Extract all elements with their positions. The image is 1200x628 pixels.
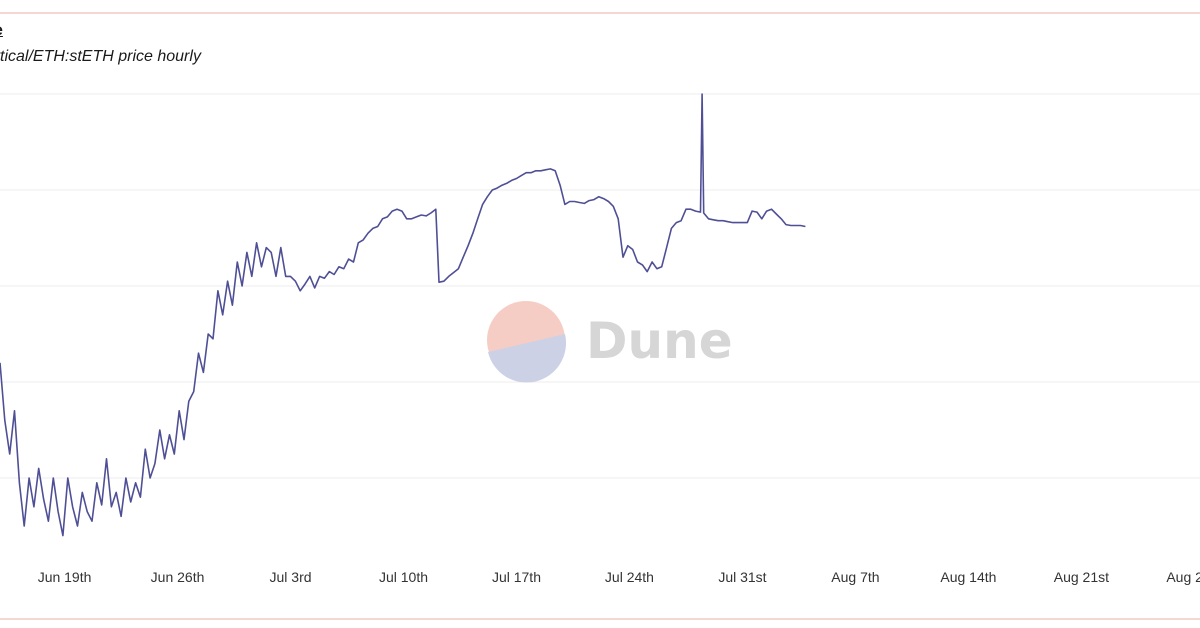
x-axis-ticks: Jun 19th Jun 26th Jul 3rd Jul 10th Jul 17th J… [38, 569, 1200, 585]
series-layer [0, 93, 806, 537]
x-tick-label: Jul 17th [492, 569, 541, 585]
x-tick-label: Jul 3rd [270, 569, 312, 585]
x-tick-label: Jul 10th [379, 569, 428, 585]
series-line[interactable] [0, 93, 806, 537]
gridlines [0, 93, 1200, 479]
dune-watermark: Dune [487, 301, 733, 383]
x-tick-label: Aug 14th [940, 569, 996, 585]
x-tick-label: Jul 24th [605, 569, 654, 585]
bottom-border [0, 618, 1200, 620]
x-tick-label: Aug 28th [1166, 569, 1200, 585]
x-tick-label: Aug 7th [831, 569, 879, 585]
x-tick-label: Jun 19th [38, 569, 92, 585]
watermark-text: Dune [586, 312, 733, 370]
x-tick-label: Jul 31st [718, 569, 766, 585]
chart-title[interactable]: e [0, 22, 3, 40]
x-tick-label: Jun 26th [151, 569, 205, 585]
x-tick-label: Aug 21st [1054, 569, 1109, 585]
dune-logo-bottom [488, 334, 567, 383]
top-border [0, 12, 1200, 14]
chart-subtitle: ytical/ETH:stETH price hourly [0, 48, 201, 65]
